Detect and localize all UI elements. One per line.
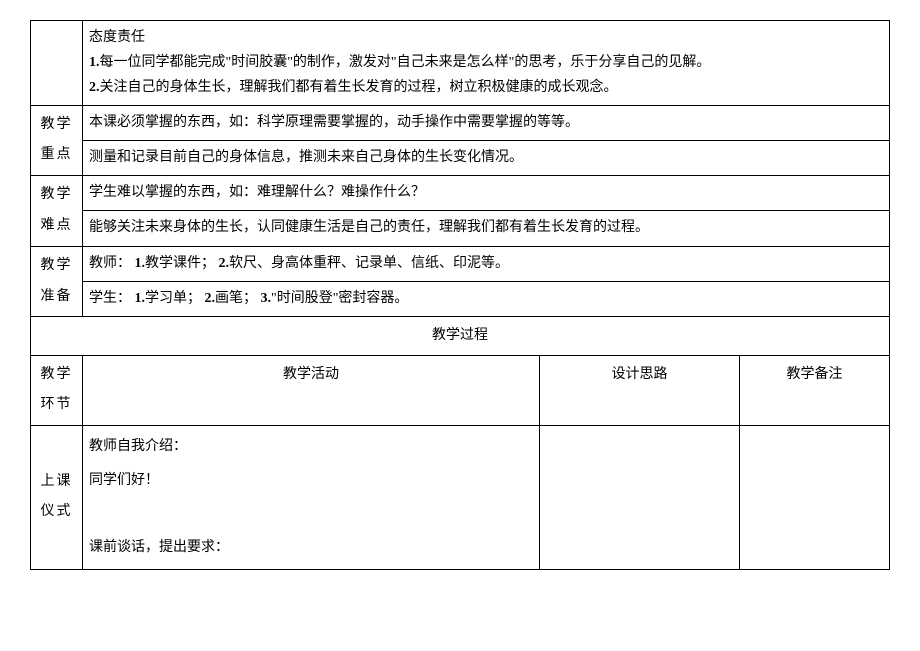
- prep-row-student: 学生： 1.学习单； 2.画笔； 3."时间股登"密封容器。: [31, 282, 890, 317]
- lesson-plan-table: 态度责任 1.每一位同学都能完成"时间胶囊"的制作，激发对"自己未来是怎么样"的…: [30, 20, 890, 570]
- prep-student-1n: 1.: [135, 291, 146, 306]
- prep-student-3: "时间股登"密封容器。: [271, 291, 408, 306]
- process-header: 教学过程: [31, 317, 890, 355]
- prep-row-teacher: 教学准备 教师： 1.教学课件； 2.软尺、身高体重秤、记录单、信纸、印泥等。: [31, 246, 890, 281]
- difficulty-line1: 学生难以掌握的东西，如：难理解什么？难操作什么？: [83, 176, 890, 211]
- prep-student-3n: 3.: [261, 291, 272, 306]
- stage1-line1: 教师自我介绍：: [89, 430, 533, 464]
- col-activity: 教学活动: [83, 355, 540, 426]
- prep-label: 教学准备: [31, 246, 83, 317]
- prep-student-1: 学习单；: [145, 291, 201, 306]
- process-header-row: 教学过程: [31, 317, 890, 355]
- process-columns-row: 教学环节 教学活动 设计思路 教学备注: [31, 355, 890, 426]
- attitude-header: 态度责任: [89, 25, 883, 50]
- prep-teacher-1n: 1.: [135, 256, 146, 271]
- attitude-line2: 2.关注自己的身体生长，理解我们都有着生长发育的过程，树立积极健康的成长观念。: [89, 75, 883, 100]
- prep-teacher: 教师： 1.教学课件； 2.软尺、身高体重秤、记录单、信纸、印泥等。: [83, 246, 890, 281]
- attitude-content: 态度责任 1.每一位同学都能完成"时间胶囊"的制作，激发对"自己未来是怎么样"的…: [83, 21, 890, 106]
- attitude-line1-text: 每一位同学都能完成"时间胶囊"的制作，激发对"自己未来是怎么样"的思考，乐于分享…: [100, 55, 711, 70]
- attitude-line2-text: 关注自己的身体生长，理解我们都有着生长发育的过程，树立积极健康的成长观念。: [100, 80, 618, 95]
- prep-student: 学生： 1.学习单； 2.画笔； 3."时间股登"密封容器。: [83, 282, 890, 317]
- prep-teacher-2: 软尺、身高体重秤、记录单、信纸、印泥等。: [229, 256, 509, 271]
- stage1-label: 上课仪式: [31, 426, 83, 569]
- stage1-line3: 课前谈话，提出要求：: [89, 531, 533, 565]
- stage1-row: 上课仪式 教师自我介绍： 同学们好！ 课前谈话，提出要求：: [31, 426, 890, 569]
- col-design: 设计思路: [540, 355, 740, 426]
- col-stage: 教学环节: [31, 355, 83, 426]
- difficulty-label: 教学难点: [31, 176, 83, 247]
- prep-teacher-1: 教学课件；: [145, 256, 215, 271]
- keypoint-line1: 本课必须掌握的东西，如：科学原理需要掌握的，动手操作中需要掌握的等等。: [83, 105, 890, 140]
- stage1-activity: 教师自我介绍： 同学们好！ 课前谈话，提出要求：: [83, 426, 540, 569]
- attitude-line1: 1.每一位同学都能完成"时间胶囊"的制作，激发对"自己未来是怎么样"的思考，乐于…: [89, 50, 883, 75]
- difficulty-row-2: 能够关注未来身体的生长，认同健康生活是自己的责任，理解我们都有着生长发育的过程。: [31, 211, 890, 246]
- keypoint-row-2: 测量和记录目前自己的身体信息，推测未来自己身体的生长变化情况。: [31, 140, 890, 175]
- difficulty-row-1: 教学难点 学生难以掌握的东西，如：难理解什么？难操作什么？: [31, 176, 890, 211]
- keypoint-row-1: 教学重点 本课必须掌握的东西，如：科学原理需要掌握的，动手操作中需要掌握的等等。: [31, 105, 890, 140]
- col-notes: 教学备注: [740, 355, 890, 426]
- prep-student-2n: 2.: [205, 291, 216, 306]
- attitude-label-cell: [31, 21, 83, 106]
- stage1-notes: [740, 426, 890, 569]
- stage1-line2: 同学们好！: [89, 464, 533, 498]
- attitude-row: 态度责任 1.每一位同学都能完成"时间胶囊"的制作，激发对"自己未来是怎么样"的…: [31, 21, 890, 106]
- prep-student-2: 画笔；: [215, 291, 257, 306]
- keypoint-label: 教学重点: [31, 105, 83, 176]
- stage1-design: [540, 426, 740, 569]
- attitude-line1-num: 1.: [89, 55, 100, 70]
- difficulty-line2: 能够关注未来身体的生长，认同健康生活是自己的责任，理解我们都有着生长发育的过程。: [83, 211, 890, 246]
- prep-teacher-2n: 2.: [219, 256, 230, 271]
- prep-teacher-prefix: 教师：: [89, 256, 131, 271]
- attitude-line2-num: 2.: [89, 80, 100, 95]
- prep-student-prefix: 学生：: [89, 291, 131, 306]
- keypoint-line2: 测量和记录目前自己的身体信息，推测未来自己身体的生长变化情况。: [83, 140, 890, 175]
